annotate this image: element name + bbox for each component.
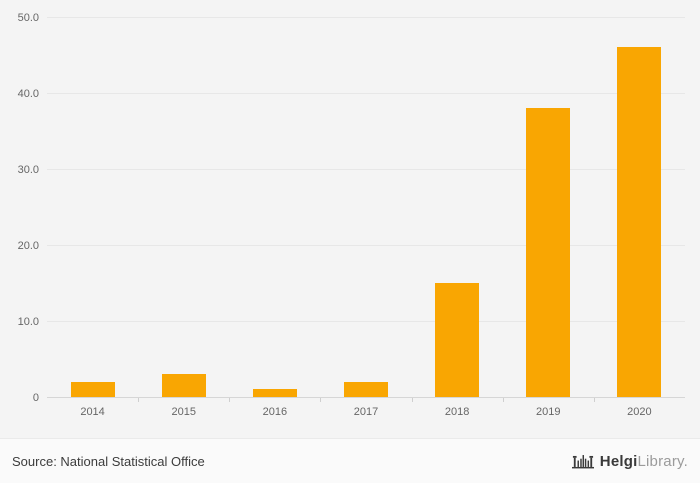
gridline bbox=[47, 169, 685, 170]
x-axis-tick-mark bbox=[593, 398, 595, 402]
bar-2018 bbox=[435, 283, 480, 397]
bar-2016 bbox=[252, 389, 297, 397]
footer: Source: National Statistical Office Helg… bbox=[0, 438, 700, 483]
x-axis-tick-label: 2020 bbox=[627, 406, 652, 418]
logo-text: HelgiLibrary. bbox=[600, 453, 688, 470]
y-axis-tick-label: 0 bbox=[32, 392, 39, 404]
x-axis-tick-mark bbox=[502, 398, 504, 402]
y-axis-tick-label: 20.0 bbox=[17, 240, 39, 252]
x-axis-tick-label: 2017 bbox=[353, 406, 379, 418]
x-axis-tick-mark bbox=[138, 398, 140, 402]
x-axis-tick-mark bbox=[320, 398, 322, 402]
y-axis-tick-label: 40.0 bbox=[17, 88, 39, 100]
bar-2019 bbox=[526, 108, 571, 397]
x-axis-tick-mark bbox=[229, 398, 231, 402]
x-axis-line bbox=[47, 397, 685, 398]
gridline bbox=[47, 321, 685, 322]
logo-text-primary: Helgi bbox=[599, 452, 638, 470]
bridge-icon bbox=[571, 453, 594, 469]
logo-text-secondary: Library. bbox=[637, 452, 688, 470]
plot-area: 0 10.0 20.0 30.0 40.0 50.0 2014 2015 2016 2017 201… bbox=[18, 12, 685, 418]
bar-2014 bbox=[70, 381, 115, 397]
chart-area: 0 10.0 20.0 30.0 40.0 50.0 2014 2015 2016 2017 201… bbox=[17, 12, 685, 418]
x-axis-tick-label: 2014 bbox=[80, 406, 105, 418]
x-axis-tick-label: 2016 bbox=[262, 406, 288, 418]
x-axis-tick-mark bbox=[411, 398, 413, 402]
gridline bbox=[47, 17, 685, 18]
bar-2015 bbox=[161, 374, 206, 397]
gridline bbox=[47, 245, 685, 246]
x-axis-tick-label: 2018 bbox=[444, 406, 470, 418]
y-axis-tick-label: 50.0 bbox=[17, 12, 39, 24]
x-axis-tick-label: 2019 bbox=[536, 406, 561, 418]
bar-2017 bbox=[344, 381, 388, 397]
y-axis-tick-label: 30.0 bbox=[17, 164, 39, 176]
x-axis-tick-label: 2015 bbox=[171, 406, 196, 418]
bar-2020 bbox=[617, 47, 662, 397]
y-axis-tick-label: 10.0 bbox=[17, 316, 39, 328]
source-text: Source: National Statistical Office bbox=[12, 453, 205, 469]
helgi-library-logo: HelgiLibrary. bbox=[571, 453, 688, 470]
gridline bbox=[47, 93, 685, 94]
